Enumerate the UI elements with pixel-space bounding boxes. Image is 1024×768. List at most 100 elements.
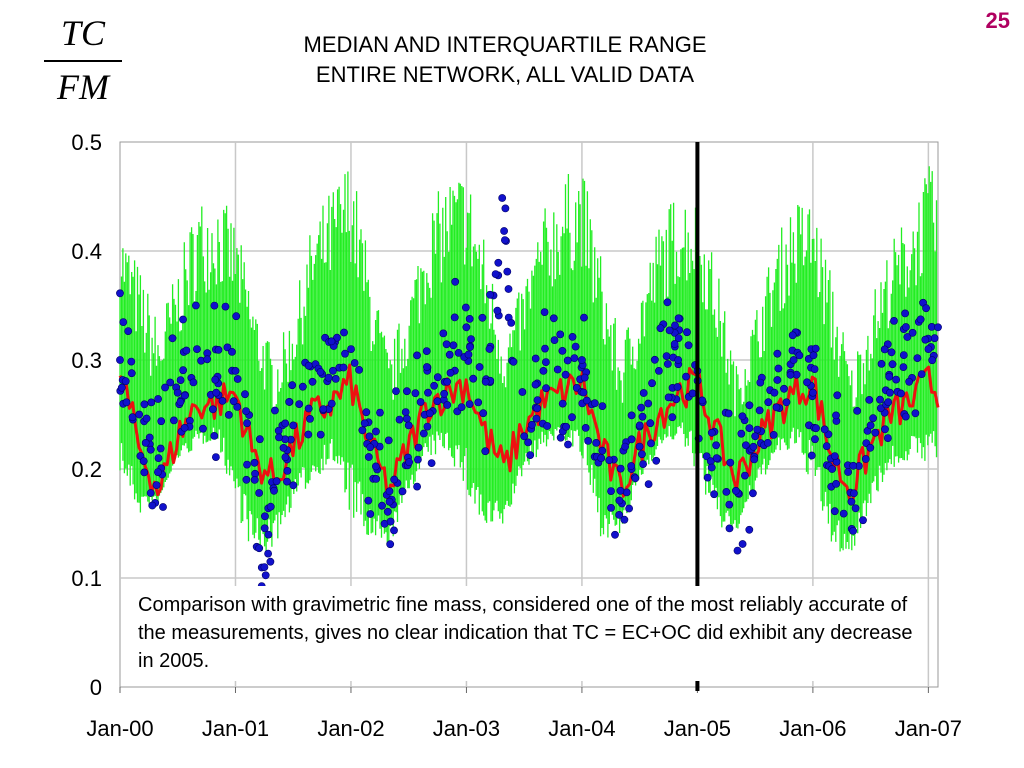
scatter-point (934, 323, 942, 332)
scatter-cloud-point (921, 335, 930, 344)
scatter-cloud-point (501, 204, 510, 213)
scatter-cloud-point (627, 411, 636, 420)
scatter-cloud-point (853, 406, 862, 415)
scatter-cloud-point (446, 368, 455, 377)
scatter-cloud-point (737, 429, 746, 438)
scatter-cloud-point (298, 382, 307, 391)
fraction-numerator: TC (60, 13, 106, 53)
scatter-point (424, 388, 432, 397)
scatter-point (270, 486, 278, 495)
scatter-cloud-point (639, 389, 648, 397)
scatter-cloud-point (876, 395, 884, 404)
scatter-cloud-point (707, 428, 716, 437)
scatter-cloud-point (561, 370, 570, 379)
x-tick-label: Jan-02 (317, 716, 384, 741)
scatter-cloud-point (166, 378, 175, 387)
scatter-cloud-point (861, 455, 870, 463)
scatter-cloud-point (467, 335, 475, 343)
scatter-cloud-point (154, 395, 162, 403)
scatter-cloud-point (844, 468, 852, 476)
scatter-cloud-point (228, 347, 236, 356)
scatter-cloud-point (774, 364, 783, 373)
scatter-cloud-point (127, 357, 136, 366)
scatter-cloud-point (350, 359, 359, 367)
scatter-cloud-point (119, 318, 128, 326)
scatter-cloud-point (590, 399, 599, 408)
scatter-cloud-point (383, 507, 392, 516)
scatter-cloud-point (533, 404, 542, 413)
scatter-cloud-point (402, 414, 411, 423)
scatter-cloud-point (542, 358, 550, 366)
scatter-cloud-point (607, 487, 615, 495)
scatter-cloud-point (884, 398, 893, 406)
scatter-cloud-point (865, 395, 874, 404)
scatter-cloud-point (564, 440, 572, 449)
scatter-cloud-point (454, 348, 463, 357)
scatter-cloud-point (663, 298, 672, 307)
scatter-cloud-point (243, 460, 251, 469)
scatter-cloud-point (745, 401, 754, 410)
scatter-cloud-point (122, 398, 131, 407)
scatter-cloud-point (255, 544, 264, 553)
x-tick-label: Jan-07 (895, 716, 962, 741)
scatter-cloud-point (582, 396, 591, 405)
scatter-cloud-point (316, 367, 325, 376)
scatter-cloud-point (887, 348, 896, 357)
scatter-cloud-point (233, 402, 242, 411)
scatter-cloud-point (901, 412, 910, 421)
scatter-cloud-point (913, 354, 922, 362)
scatter-cloud-point (264, 549, 272, 558)
scatter-point (578, 356, 586, 364)
scatter-cloud-point (851, 504, 860, 513)
scatter-cloud-point (663, 360, 672, 368)
scatter-point (789, 356, 798, 364)
scatter-cloud-point (440, 389, 449, 398)
scatter-cloud-point (644, 480, 653, 488)
scatter-cloud-point (416, 398, 425, 406)
scatter-cloud-point (656, 324, 665, 333)
scatter-cloud-point (671, 321, 679, 330)
scatter-cloud-point (772, 403, 781, 412)
scatter-cloud-point (674, 334, 683, 342)
scatter-cloud-point (647, 439, 655, 448)
scatter-cloud-point (568, 332, 577, 341)
scatter-cloud-point (241, 390, 249, 399)
scatter-cloud-point (481, 447, 490, 456)
scatter-cloud-point (260, 512, 269, 521)
scatter-cloud-point (756, 378, 765, 387)
scatter-cloud-point (738, 540, 747, 548)
scatter-cloud-point (682, 372, 690, 381)
scatter-cloud-point (755, 406, 764, 415)
scatter-point (520, 432, 529, 441)
scatter-cloud-point (764, 398, 773, 407)
scatter-cloud-point (283, 477, 291, 486)
scatter-cloud-point (652, 456, 661, 465)
scatter-cloud-point (283, 466, 292, 475)
annotation-text: Comparison with gravimetric fine mass, c… (126, 586, 926, 681)
scatter-cloud-point (722, 487, 731, 496)
scatter-cloud-point (319, 405, 328, 413)
scatter-cloud-point (179, 366, 187, 375)
scatter-cloud-point (745, 525, 754, 534)
scatter-cloud-point (491, 270, 500, 278)
median-series (118, 363, 940, 503)
scatter-cloud-point (605, 456, 614, 465)
scatter-cloud-point (411, 389, 420, 398)
scatter-cloud-point (498, 194, 507, 202)
scatter-cloud-point (398, 487, 407, 496)
scatter-cloud-point (773, 349, 782, 358)
scatter-cloud-point (203, 355, 212, 364)
scatter-cloud-point (385, 487, 394, 496)
scatter-cloud-point (479, 409, 488, 418)
scatter-cloud-point (742, 441, 750, 450)
scatter-cloud-point (741, 471, 749, 480)
scatter-cloud-point (684, 341, 693, 350)
scatter-cloud-point (850, 489, 858, 498)
scatter-point (135, 410, 144, 419)
scatter-cloud-point (888, 360, 897, 369)
scatter-point (443, 377, 452, 386)
scatter-cloud-point (341, 349, 349, 358)
scatter-cloud-point (116, 289, 124, 298)
scatter-cloud-point (533, 396, 542, 404)
scatter-cloud-point (261, 571, 270, 580)
